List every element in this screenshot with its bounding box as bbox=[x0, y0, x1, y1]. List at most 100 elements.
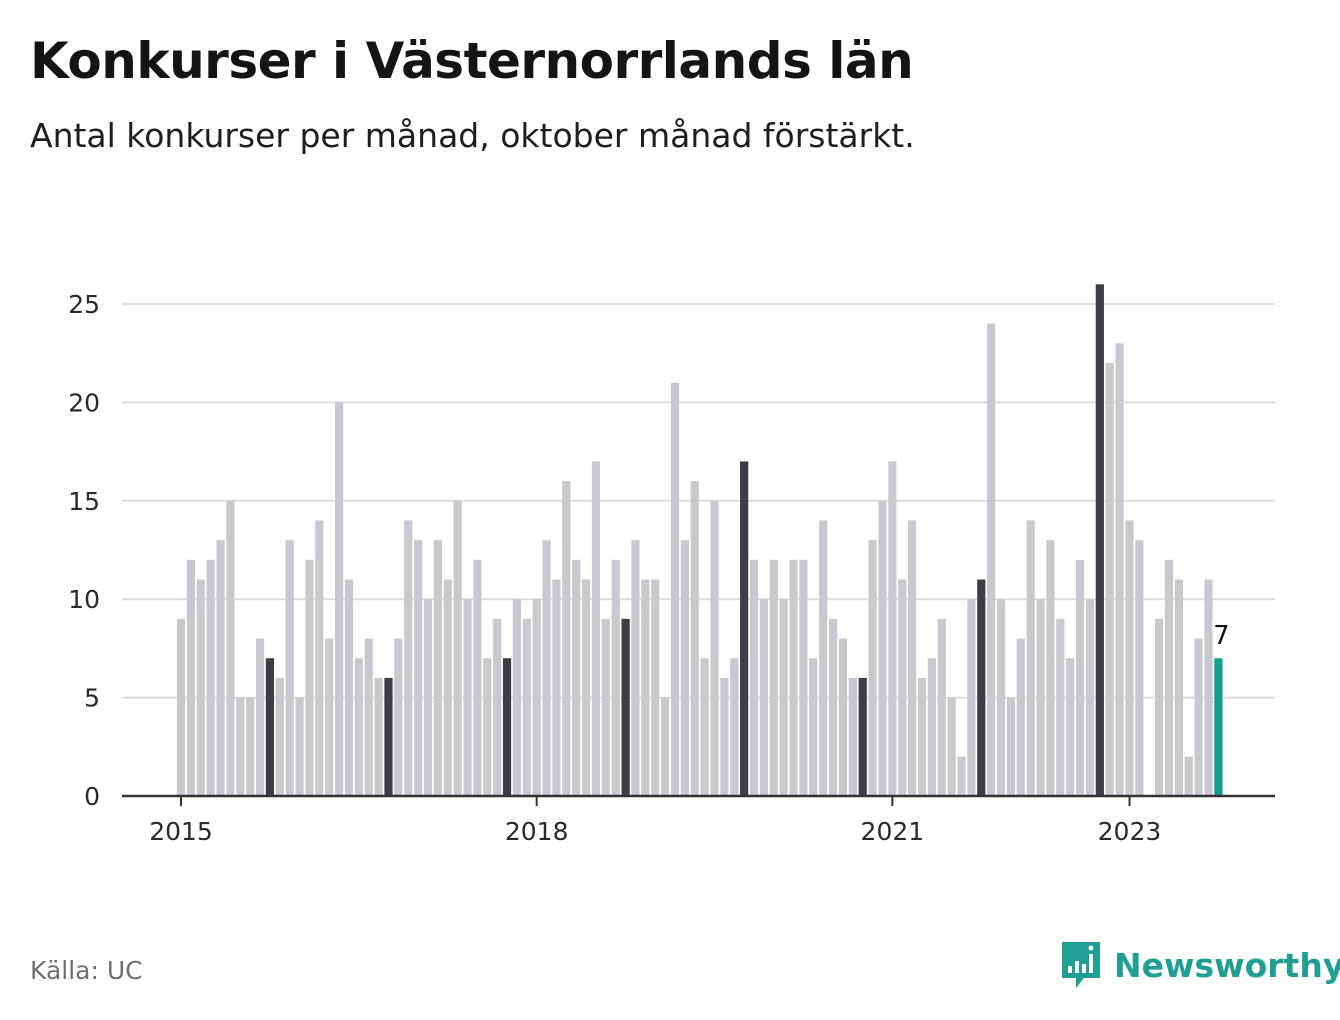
bar bbox=[1026, 520, 1035, 796]
bar bbox=[828, 618, 838, 796]
bar bbox=[414, 540, 423, 796]
bar bbox=[957, 756, 966, 796]
bar bbox=[769, 559, 778, 796]
bar bbox=[532, 599, 541, 796]
bar bbox=[1095, 284, 1104, 796]
bar bbox=[305, 559, 314, 796]
bar bbox=[1164, 559, 1174, 796]
bar bbox=[898, 579, 907, 796]
bar bbox=[661, 697, 670, 796]
bar bbox=[246, 697, 255, 796]
bar bbox=[1105, 363, 1114, 796]
bar bbox=[858, 677, 867, 796]
bar bbox=[334, 402, 344, 796]
x-tick-label: 2015 bbox=[149, 817, 213, 846]
bar bbox=[799, 559, 808, 796]
bars bbox=[176, 284, 1223, 796]
bar bbox=[987, 323, 996, 796]
axes bbox=[122, 794, 1275, 806]
brand-logo: Newsworthy bbox=[1060, 940, 1340, 990]
bar bbox=[631, 540, 640, 796]
bar bbox=[779, 599, 788, 796]
bar bbox=[562, 481, 571, 796]
source-label: Källa: UC bbox=[30, 956, 143, 985]
y-tick-label: 5 bbox=[84, 684, 100, 713]
y-tick-label: 25 bbox=[68, 290, 100, 319]
y-tick-label: 10 bbox=[68, 585, 100, 614]
bar bbox=[1155, 618, 1164, 796]
bar bbox=[710, 500, 719, 796]
bar bbox=[937, 618, 946, 796]
bar bbox=[1056, 618, 1065, 796]
bar bbox=[641, 579, 650, 796]
bar bbox=[354, 658, 363, 796]
bar bbox=[384, 677, 393, 796]
y-tick-label: 0 bbox=[84, 782, 100, 811]
newsworthy-logo-icon bbox=[1062, 942, 1100, 988]
bar bbox=[1066, 658, 1075, 796]
x-tick-label: 2023 bbox=[1098, 817, 1162, 846]
bar bbox=[1075, 559, 1085, 796]
bar bbox=[1006, 697, 1016, 796]
bar bbox=[601, 618, 610, 796]
bar bbox=[423, 599, 433, 796]
bar bbox=[888, 461, 897, 796]
bar bbox=[1204, 579, 1213, 796]
bar bbox=[512, 599, 522, 796]
y-tick-label: 15 bbox=[68, 487, 100, 516]
bar bbox=[433, 540, 442, 796]
bar bbox=[453, 500, 462, 796]
x-tick-label: 2018 bbox=[505, 817, 569, 846]
bar bbox=[917, 677, 927, 796]
latest-value-label: 7 bbox=[1213, 621, 1230, 651]
bar bbox=[977, 579, 986, 796]
bar bbox=[364, 638, 373, 796]
bar bbox=[1036, 599, 1045, 796]
bar bbox=[848, 677, 857, 796]
bar bbox=[226, 500, 235, 796]
bar bbox=[1135, 540, 1144, 796]
bar bbox=[325, 638, 334, 796]
latest-value-halo: 7 bbox=[1213, 621, 1230, 651]
bar bbox=[809, 658, 818, 796]
bar bbox=[680, 540, 689, 796]
bar bbox=[996, 599, 1006, 796]
bar bbox=[196, 579, 205, 796]
bar bbox=[285, 540, 294, 796]
bar bbox=[572, 559, 581, 796]
bar bbox=[236, 697, 245, 796]
bar bbox=[1016, 638, 1025, 796]
bar bbox=[443, 579, 452, 796]
bar bbox=[265, 658, 275, 796]
bar bbox=[502, 658, 512, 796]
bar bbox=[581, 579, 591, 796]
bar bbox=[552, 579, 561, 796]
bar bbox=[404, 520, 413, 796]
bar bbox=[947, 697, 956, 796]
bar bbox=[868, 540, 877, 796]
bar bbox=[344, 579, 354, 796]
bar bbox=[730, 658, 739, 796]
bar bbox=[878, 500, 887, 796]
bar bbox=[967, 599, 976, 796]
bar bbox=[1184, 756, 1193, 796]
bar bbox=[463, 599, 472, 796]
bar bbox=[720, 677, 729, 796]
chart-subtitle: Antal konkurser per månad, oktober månad… bbox=[30, 116, 915, 155]
bar bbox=[1194, 638, 1203, 796]
bar bbox=[206, 559, 215, 796]
bar bbox=[838, 638, 848, 796]
bar bbox=[275, 677, 284, 796]
bar bbox=[542, 540, 551, 796]
bar bbox=[255, 638, 265, 796]
bar bbox=[908, 520, 917, 796]
bar bbox=[394, 638, 403, 796]
bar bbox=[690, 481, 699, 796]
x-tick-label: 2021 bbox=[861, 817, 925, 846]
bar bbox=[670, 382, 680, 796]
bar bbox=[759, 599, 769, 796]
bar bbox=[651, 579, 660, 796]
bar bbox=[493, 618, 502, 796]
bar bbox=[522, 618, 531, 796]
